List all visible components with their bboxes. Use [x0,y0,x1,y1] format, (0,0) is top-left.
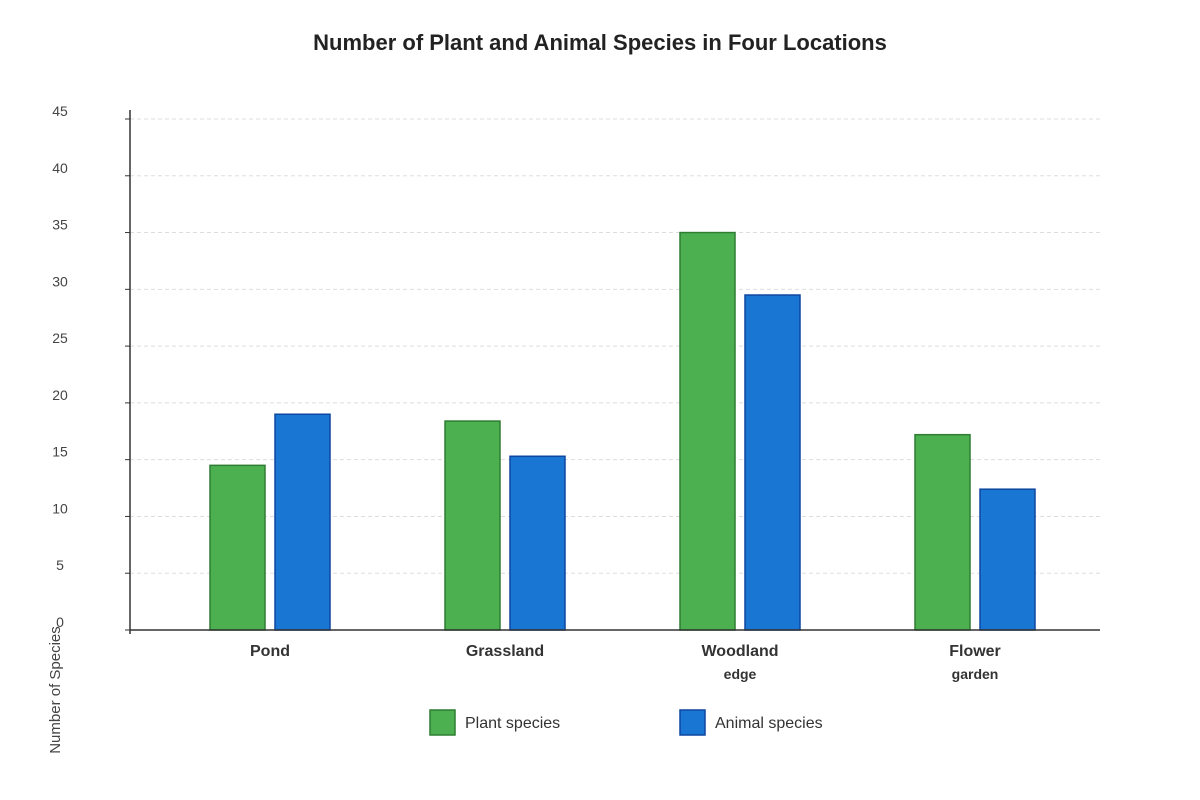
y-tick-label: 5 [56,557,64,573]
bar-plant-species [444,420,501,631]
y-axis-ticks: 0 5 10 15 20 25 30 35 40 45 [52,103,130,631]
x-category-label: Flower [949,643,1001,660]
bar-plant-species [679,231,736,631]
x-category-label: Woodland [701,643,778,660]
x-category-label: edge [724,666,757,682]
y-tick-label: 45 [52,103,68,119]
y-tick-label: 0 [56,614,64,630]
bars [209,231,1036,631]
y-tick-label: 20 [52,387,68,403]
bar-animal-species [509,455,566,631]
y-tick-label: 40 [52,160,68,176]
x-category-label: garden [952,666,999,682]
x-category-label: Grassland [466,643,544,660]
y-tick-label: 10 [52,500,68,516]
axes [129,110,1100,634]
x-category-label: Pond [250,643,290,660]
legend-swatch [679,709,706,736]
x-axis-labels: Pond Grassland Woodland edge Flower garden [250,643,1001,682]
legend-label: Animal species [715,715,823,732]
y-tick-label: 35 [52,217,68,233]
bar-animal-species [979,488,1036,631]
y-axis-title: Number of Species [47,626,64,754]
y-tick-label: 30 [52,273,68,289]
bar-plant-species [209,464,266,631]
y-tick-label: 25 [52,330,68,346]
bar-animal-species [744,294,801,631]
legend: Plant species Animal species [429,709,823,736]
y-tick-label: 15 [52,444,68,460]
legend-swatch [429,709,456,736]
chart-title: Number of Plant and Animal Species in Fo… [313,30,887,55]
bar-animal-species [274,413,331,631]
legend-label: Plant species [465,715,560,732]
bar-plant-species [914,433,971,631]
